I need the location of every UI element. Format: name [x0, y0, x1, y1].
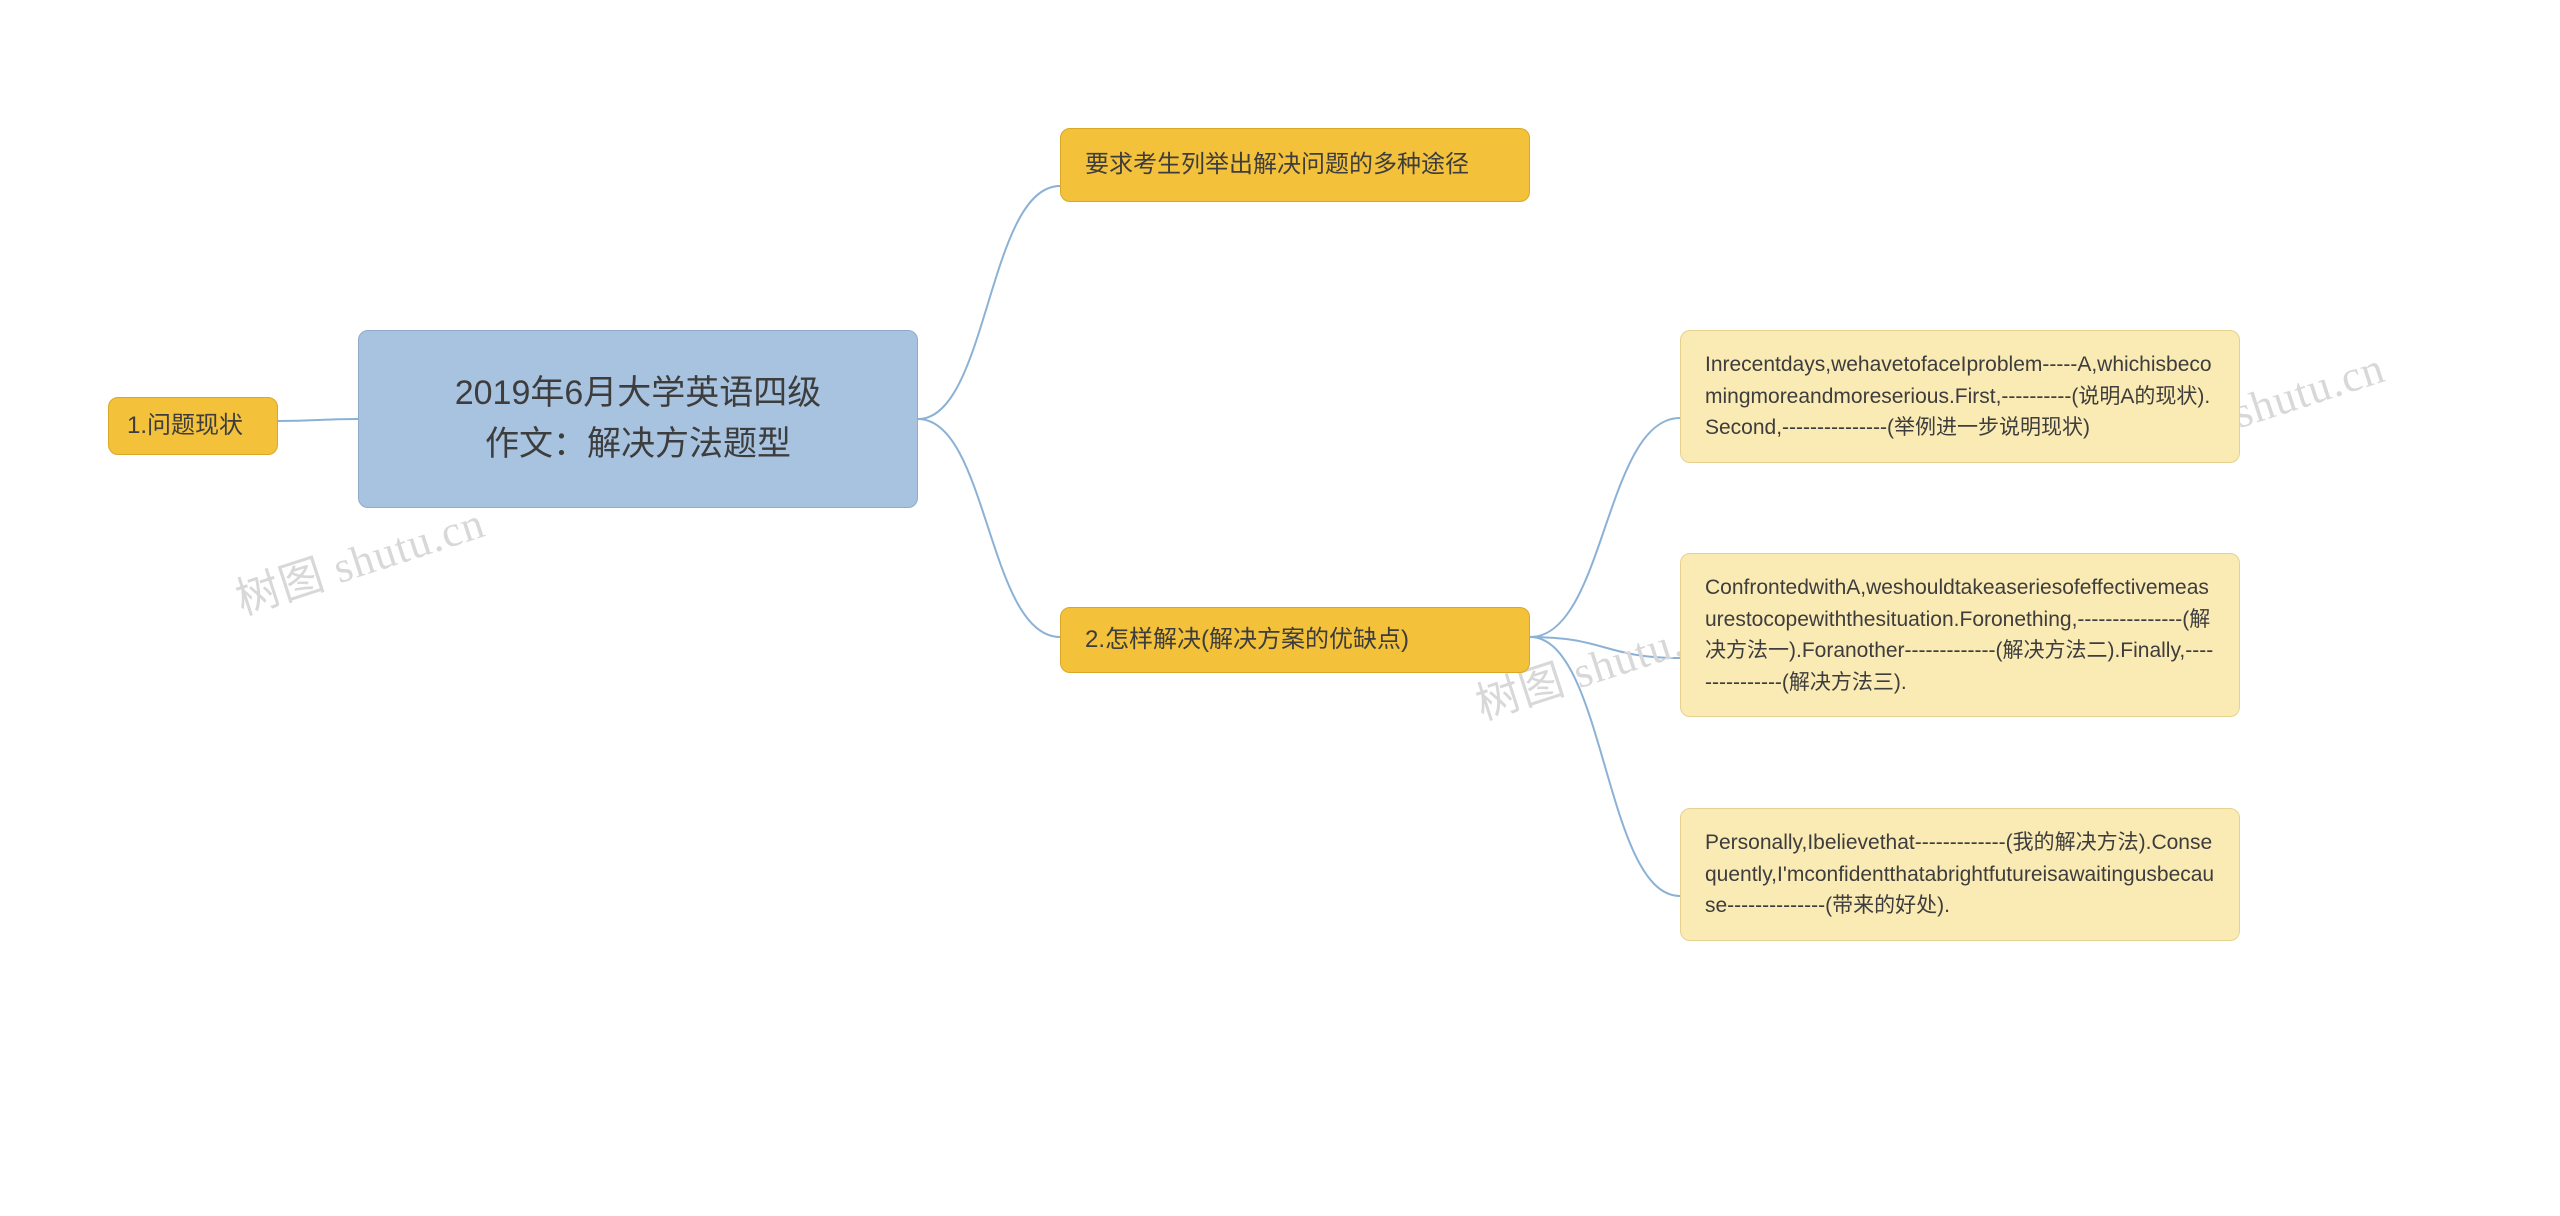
- leaf-node-2: ConfrontedwithA,weshouldtakeaseriesofeff…: [1680, 553, 2240, 717]
- leaf-node-1: Inrecentdays,wehavetofaceIproblem-----A,…: [1680, 330, 2240, 463]
- right-primary-1: 要求考生列举出解决问题的多种途径: [1060, 128, 1530, 202]
- central-line1: 2019年6月大学英语四级: [455, 368, 822, 419]
- leaf-node-3: Personally,Ibelievethat-------------(我的解…: [1680, 808, 2240, 941]
- central-node: 2019年6月大学英语四级 作文：解决方法题型: [358, 330, 918, 508]
- left-node: 1.问题现状: [108, 397, 278, 455]
- right-primary-2: 2.怎样解决(解决方案的优缺点): [1060, 607, 1530, 673]
- central-line2: 作文：解决方法题型: [485, 419, 791, 470]
